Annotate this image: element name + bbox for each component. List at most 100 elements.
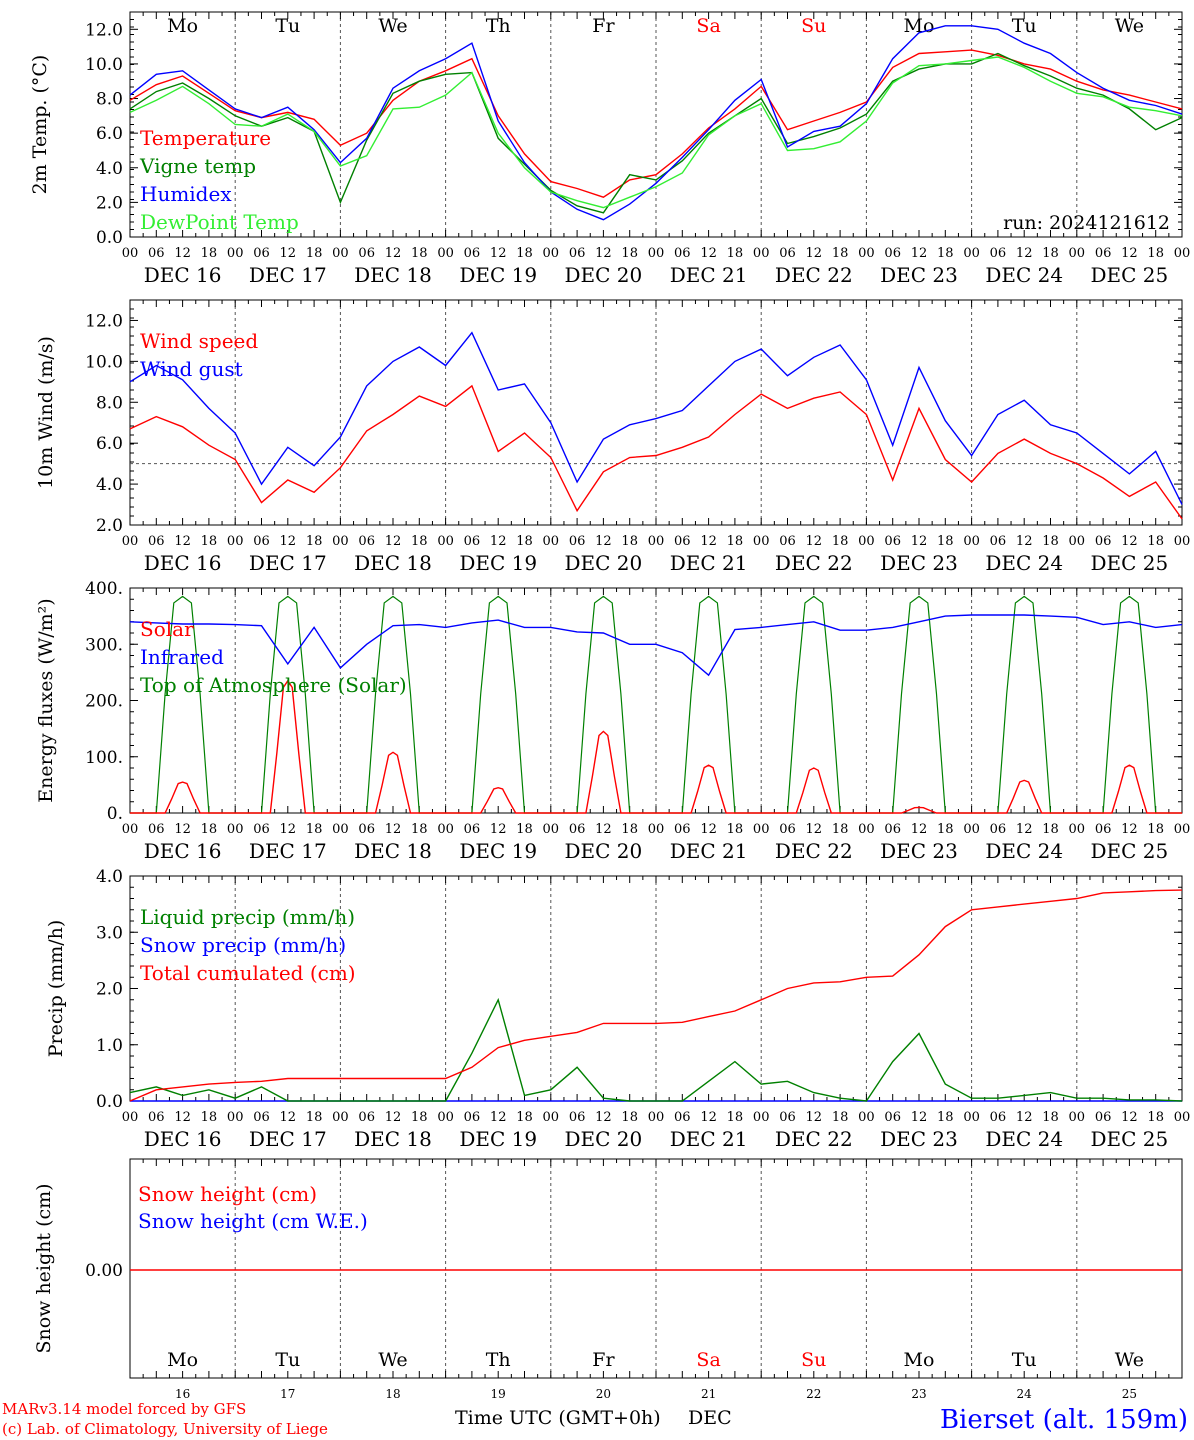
date-label: DEC 17 (249, 839, 327, 863)
run-annotation: run: 2024121612 (1003, 212, 1170, 234)
hour-tick-label: 18 (832, 534, 849, 549)
hour-tick-label: 00 (122, 246, 139, 261)
date-label: DEC 24 (985, 263, 1063, 287)
hour-tick-label: 12 (1016, 246, 1033, 261)
day-number-label: 23 (911, 1387, 926, 1401)
hour-tick-label: 00 (1174, 534, 1191, 549)
hour-tick-label: 00 (122, 534, 139, 549)
hour-tick-label: 12 (806, 1110, 823, 1125)
hour-tick-label: 06 (148, 534, 165, 549)
hour-tick-label: 00 (1174, 246, 1191, 261)
date-label: DEC 23 (880, 551, 958, 575)
legend-entry: Temperature (140, 126, 271, 150)
series-line (129, 614, 1183, 677)
hour-tick-label: 18 (1042, 822, 1059, 837)
hour-tick-label: 18 (201, 534, 218, 549)
y-tick-label: 12.0 (85, 311, 123, 331)
hour-tick-label: 00 (543, 534, 560, 549)
hour-tick-label: 06 (990, 822, 1007, 837)
hour-tick-label: 18 (516, 1110, 533, 1125)
hour-tick-label: 12 (385, 1110, 402, 1125)
hour-tick-label: 06 (464, 246, 481, 261)
hour-tick-label: 00 (437, 246, 454, 261)
hour-tick-label: 00 (648, 1110, 665, 1125)
date-label: DEC 20 (565, 263, 643, 287)
hour-tick-label: 06 (464, 1110, 481, 1125)
date-label: DEC 19 (459, 1127, 537, 1151)
hour-tick-label: 18 (937, 822, 954, 837)
date-label: DEC 16 (144, 1127, 222, 1151)
date-label: DEC 21 (670, 839, 748, 863)
y-tick-label: 4.0 (96, 867, 123, 887)
date-label: DEC 25 (1091, 839, 1169, 863)
y-tick-label: 4.0 (96, 159, 123, 179)
hour-tick-label: 18 (727, 534, 744, 549)
hour-tick-label: 00 (437, 822, 454, 837)
hour-tick-label: 06 (253, 822, 270, 837)
hour-tick-label: 12 (1121, 534, 1138, 549)
hour-tick-label: 18 (1147, 246, 1164, 261)
hour-tick-label: 06 (1095, 534, 1112, 549)
hour-tick-label: 12 (490, 822, 507, 837)
date-label: DEC 16 (144, 263, 222, 287)
day-name-label: Fr (592, 1349, 615, 1371)
hour-tick-label: 06 (253, 534, 270, 549)
hour-tick-label: 18 (937, 534, 954, 549)
hour-tick-label: 00 (963, 822, 980, 837)
hour-tick-label: 12 (385, 246, 402, 261)
hour-tick-label: 12 (385, 534, 402, 549)
date-label: DEC 24 (985, 1127, 1063, 1151)
hour-tick-label: 12 (806, 822, 823, 837)
legend-entry: Humidex (140, 182, 232, 206)
hour-tick-label: 00 (753, 246, 770, 261)
date-label: DEC 22 (775, 1127, 853, 1151)
hour-tick-label: 12 (490, 1110, 507, 1125)
y-tick-label: 0.0 (96, 1092, 123, 1112)
hour-tick-label: 06 (1095, 1110, 1112, 1125)
date-label: DEC 23 (880, 839, 958, 863)
hour-tick-label: 12 (595, 822, 612, 837)
hour-tick-label: 00 (332, 534, 349, 549)
date-label: DEC 16 (144, 551, 222, 575)
hour-tick-label: 12 (1016, 1110, 1033, 1125)
series-line (130, 679, 1182, 814)
hour-tick-label: 06 (990, 534, 1007, 549)
date-label: DEC 25 (1091, 551, 1169, 575)
date-label: DEC 18 (354, 551, 432, 575)
date-label: DEC 16 (144, 839, 222, 863)
hour-tick-label: 06 (884, 1110, 901, 1125)
hour-tick-label: 18 (201, 246, 218, 261)
hour-tick-label: 00 (1069, 534, 1086, 549)
hour-tick-label: 06 (569, 534, 586, 549)
hour-tick-label: 00 (543, 1110, 560, 1125)
hour-tick-label: 12 (280, 534, 297, 549)
hour-tick-label: 00 (858, 822, 875, 837)
date-label: DEC 17 (249, 1127, 327, 1151)
hour-tick-label: 00 (122, 822, 139, 837)
hour-tick-label: 18 (306, 1110, 323, 1125)
hour-tick-label: 12 (1016, 822, 1033, 837)
day-name-label: Tu (1012, 15, 1037, 37)
day-name-label: Sa (696, 1349, 720, 1371)
date-label: DEC 23 (880, 263, 958, 287)
date-label: DEC 24 (985, 839, 1063, 863)
y-tick-label: 200. (85, 692, 123, 712)
hour-tick-label: 12 (700, 246, 717, 261)
date-label: DEC 20 (565, 551, 643, 575)
temperature-panel: 0.0 2.0 4.0 6.0 8.0 10.0 12.0 2m Temp. (°C) Mo Tu… (29, 11, 1191, 287)
day-name-label: Mo (167, 1349, 198, 1371)
day-name-label: Th (486, 1349, 511, 1371)
hour-tick-label: 00 (543, 822, 560, 837)
date-label: DEC 20 (565, 1127, 643, 1151)
hour-tick-label: 18 (411, 1110, 428, 1125)
y-axis-label: Precip (mm/h) (45, 920, 67, 1058)
hour-tick-label: 18 (727, 822, 744, 837)
y-tick-label: 400. (85, 579, 123, 599)
y-axis-label: Energy fluxes (W/m²) (35, 598, 57, 802)
hour-tick-label: 00 (1174, 822, 1191, 837)
precip-panel: 0.0 1.0 2.0 3.0 4.0 Precip (mm/h) Liquid preci… (45, 867, 1190, 1151)
y-tick-label: 3.0 (96, 923, 123, 943)
hour-tick-label: 06 (358, 822, 375, 837)
date-label: DEC 19 (459, 551, 537, 575)
